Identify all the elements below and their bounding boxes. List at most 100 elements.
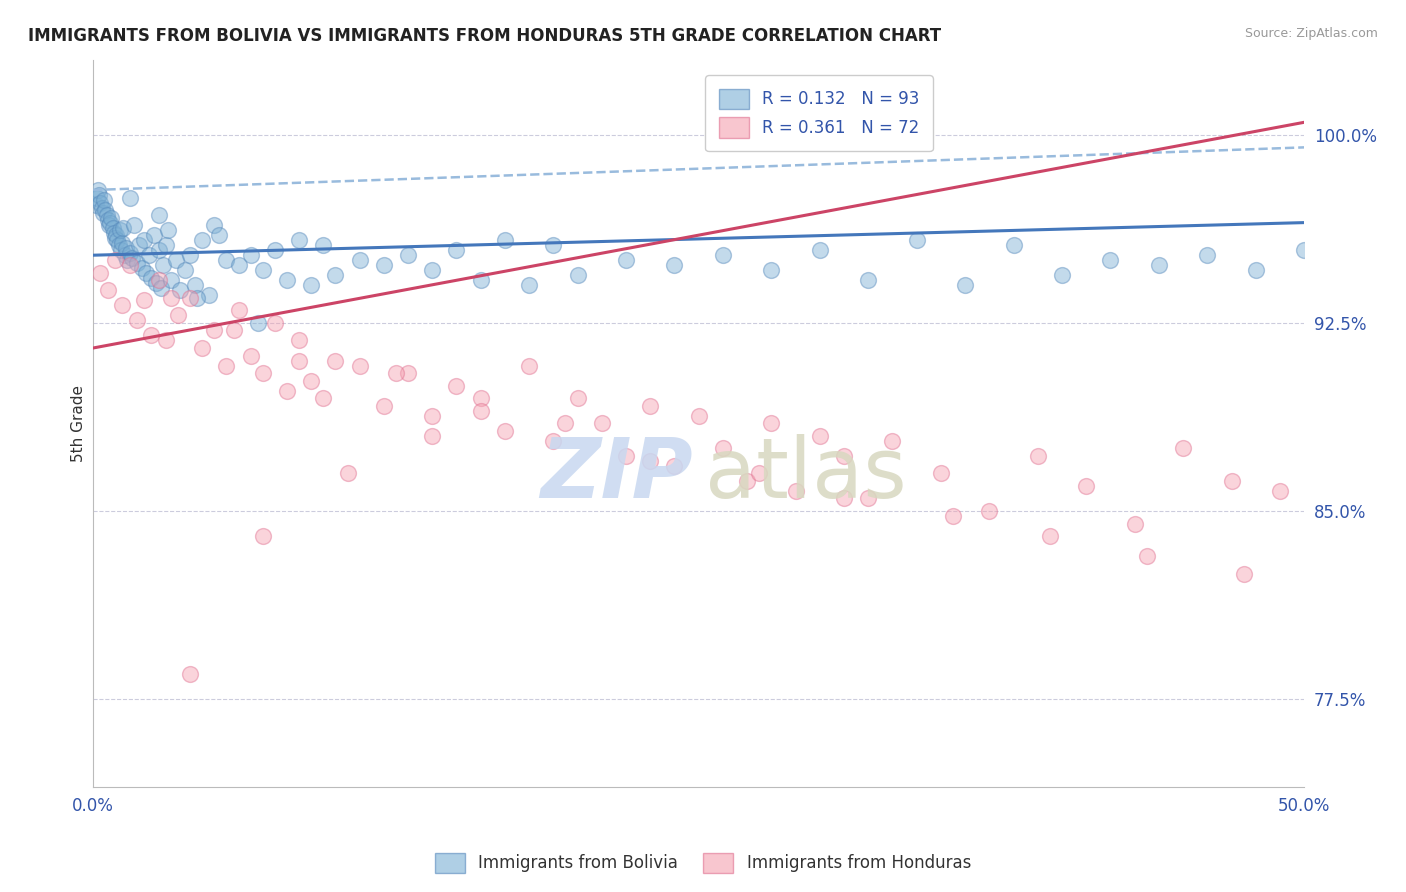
Point — [1050, 268, 1073, 283]
Point — [87, 183, 110, 197]
Point — [132, 293, 155, 308]
Point — [198, 288, 221, 302]
Point — [179, 291, 201, 305]
Point — [84, 198, 107, 212]
Point — [208, 228, 231, 243]
Point — [228, 303, 250, 318]
Point — [882, 434, 904, 448]
Point — [97, 218, 120, 232]
Point — [858, 273, 880, 287]
Point — [785, 483, 807, 498]
Point — [349, 359, 371, 373]
Point — [118, 258, 141, 272]
Point — [420, 263, 443, 277]
Point — [89, 195, 111, 210]
Point — [832, 491, 855, 506]
Point — [110, 243, 132, 257]
Point — [107, 238, 129, 252]
Point — [638, 399, 661, 413]
Point — [104, 253, 127, 268]
Point — [638, 454, 661, 468]
Point — [299, 374, 322, 388]
Point — [202, 323, 225, 337]
Point — [179, 248, 201, 262]
Point — [543, 434, 565, 448]
Point — [186, 291, 208, 305]
Point — [131, 260, 153, 275]
Point — [105, 228, 128, 243]
Point — [761, 416, 783, 430]
Point — [174, 263, 197, 277]
Point — [567, 268, 589, 283]
Point — [138, 248, 160, 262]
Point — [179, 667, 201, 681]
Point — [93, 193, 115, 207]
Point — [98, 216, 121, 230]
Point — [446, 243, 468, 257]
Point — [101, 220, 124, 235]
Point — [1197, 248, 1219, 262]
Point — [1268, 483, 1291, 498]
Point — [858, 491, 880, 506]
Text: atlas: atlas — [704, 434, 907, 515]
Legend: Immigrants from Bolivia, Immigrants from Honduras: Immigrants from Bolivia, Immigrants from… — [429, 847, 977, 880]
Point — [761, 263, 783, 277]
Point — [494, 233, 516, 247]
Point — [142, 228, 165, 243]
Point — [470, 403, 492, 417]
Point — [148, 208, 170, 222]
Point — [396, 366, 419, 380]
Point — [94, 202, 117, 217]
Point — [191, 233, 214, 247]
Point — [711, 248, 734, 262]
Point — [979, 504, 1001, 518]
Point — [132, 233, 155, 247]
Point — [832, 449, 855, 463]
Point — [1076, 479, 1098, 493]
Point — [288, 334, 311, 348]
Point — [222, 323, 245, 337]
Point — [336, 467, 359, 481]
Point — [905, 233, 928, 247]
Point — [420, 429, 443, 443]
Point — [325, 353, 347, 368]
Text: ZIP: ZIP — [540, 434, 693, 515]
Point — [112, 220, 135, 235]
Point — [191, 341, 214, 355]
Point — [1123, 516, 1146, 531]
Point — [124, 218, 146, 232]
Point — [135, 266, 157, 280]
Point — [808, 429, 831, 443]
Point — [494, 424, 516, 438]
Point — [554, 416, 576, 430]
Point — [141, 270, 163, 285]
Point — [263, 316, 285, 330]
Point — [614, 253, 637, 268]
Point — [252, 366, 274, 380]
Point — [121, 251, 143, 265]
Point — [86, 190, 108, 204]
Point — [141, 328, 163, 343]
Point — [1026, 449, 1049, 463]
Point — [420, 409, 443, 423]
Text: IMMIGRANTS FROM BOLIVIA VS IMMIGRANTS FROM HONDURAS 5TH GRADE CORRELATION CHART: IMMIGRANTS FROM BOLIVIA VS IMMIGRANTS FR… — [28, 27, 941, 45]
Legend: R = 0.132   N = 93, R = 0.361   N = 72: R = 0.132 N = 93, R = 0.361 N = 72 — [706, 75, 932, 151]
Point — [252, 529, 274, 543]
Point — [396, 248, 419, 262]
Point — [470, 273, 492, 287]
Point — [145, 276, 167, 290]
Point — [276, 384, 298, 398]
Point — [735, 474, 758, 488]
Point — [614, 449, 637, 463]
Point — [115, 253, 138, 268]
Point — [159, 291, 181, 305]
Point — [246, 316, 269, 330]
Point — [89, 188, 111, 202]
Point — [288, 233, 311, 247]
Point — [517, 359, 540, 373]
Point — [711, 442, 734, 456]
Point — [128, 238, 150, 252]
Point — [1002, 238, 1025, 252]
Point — [385, 366, 408, 380]
Y-axis label: 5th Grade: 5th Grade — [72, 384, 86, 462]
